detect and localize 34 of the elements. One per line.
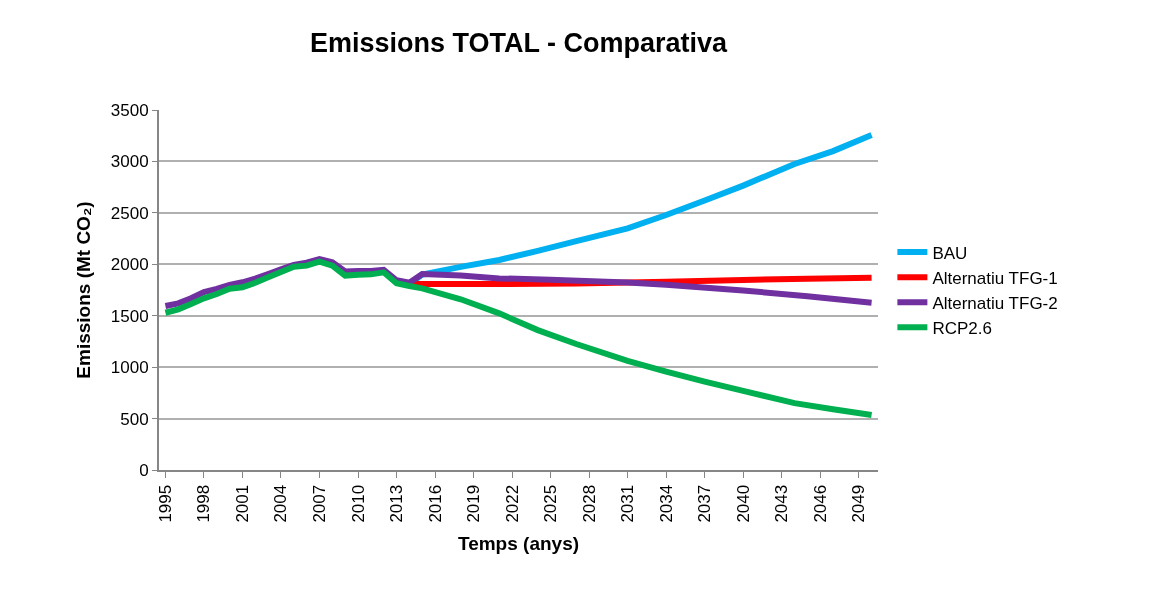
x-tick-label: 2034 [656,484,676,523]
chart-title: Emissions TOTAL - Comparativa [309,28,729,59]
x-tick-label: 2019 [464,484,484,523]
y-tick-label: 3000 [110,152,149,172]
x-tick-label: 2049 [849,484,869,523]
x-tick-label: 2010 [348,484,368,523]
y-axis-title: Emissions (Mt CO₂) [73,201,95,379]
y-tick-label: 3500 [110,100,149,120]
x-tick-label: 1995 [155,484,175,523]
x-tick-label: 2001 [232,484,252,523]
x-tick-label: 2016 [425,484,445,523]
y-tick-label: 1000 [110,358,149,378]
x-tick-label: 2004 [271,484,291,523]
x-tick-label: 2013 [387,484,407,523]
x-tick-label: 2040 [733,484,753,523]
x-tick-label: 2028 [579,484,599,523]
legend-label: Alternatiu TFG-2 [932,293,1058,313]
legend-label: Alternatiu TFG-1 [932,268,1058,288]
x-axis-title: Temps (anys) [457,532,580,554]
y-tick-label: 2000 [110,255,149,275]
x-tick-label: 2037 [695,484,715,523]
legend-label: BAU [932,243,968,263]
x-tick-label: 2031 [618,484,638,523]
y-tick-label: 2500 [110,203,149,223]
x-tick-label: 1998 [194,484,214,523]
y-tick-label: 1500 [110,306,149,326]
x-tick-label: 2007 [310,484,330,523]
legend-label: RCP2.6 [932,318,992,338]
x-tick-label: 2022 [502,484,522,523]
x-tick-label: 2046 [810,484,830,523]
y-tick-label: 500 [120,409,149,429]
x-tick-label: 2025 [541,484,561,523]
y-tick-label: 0 [139,460,149,480]
x-tick-label: 2043 [772,484,792,523]
